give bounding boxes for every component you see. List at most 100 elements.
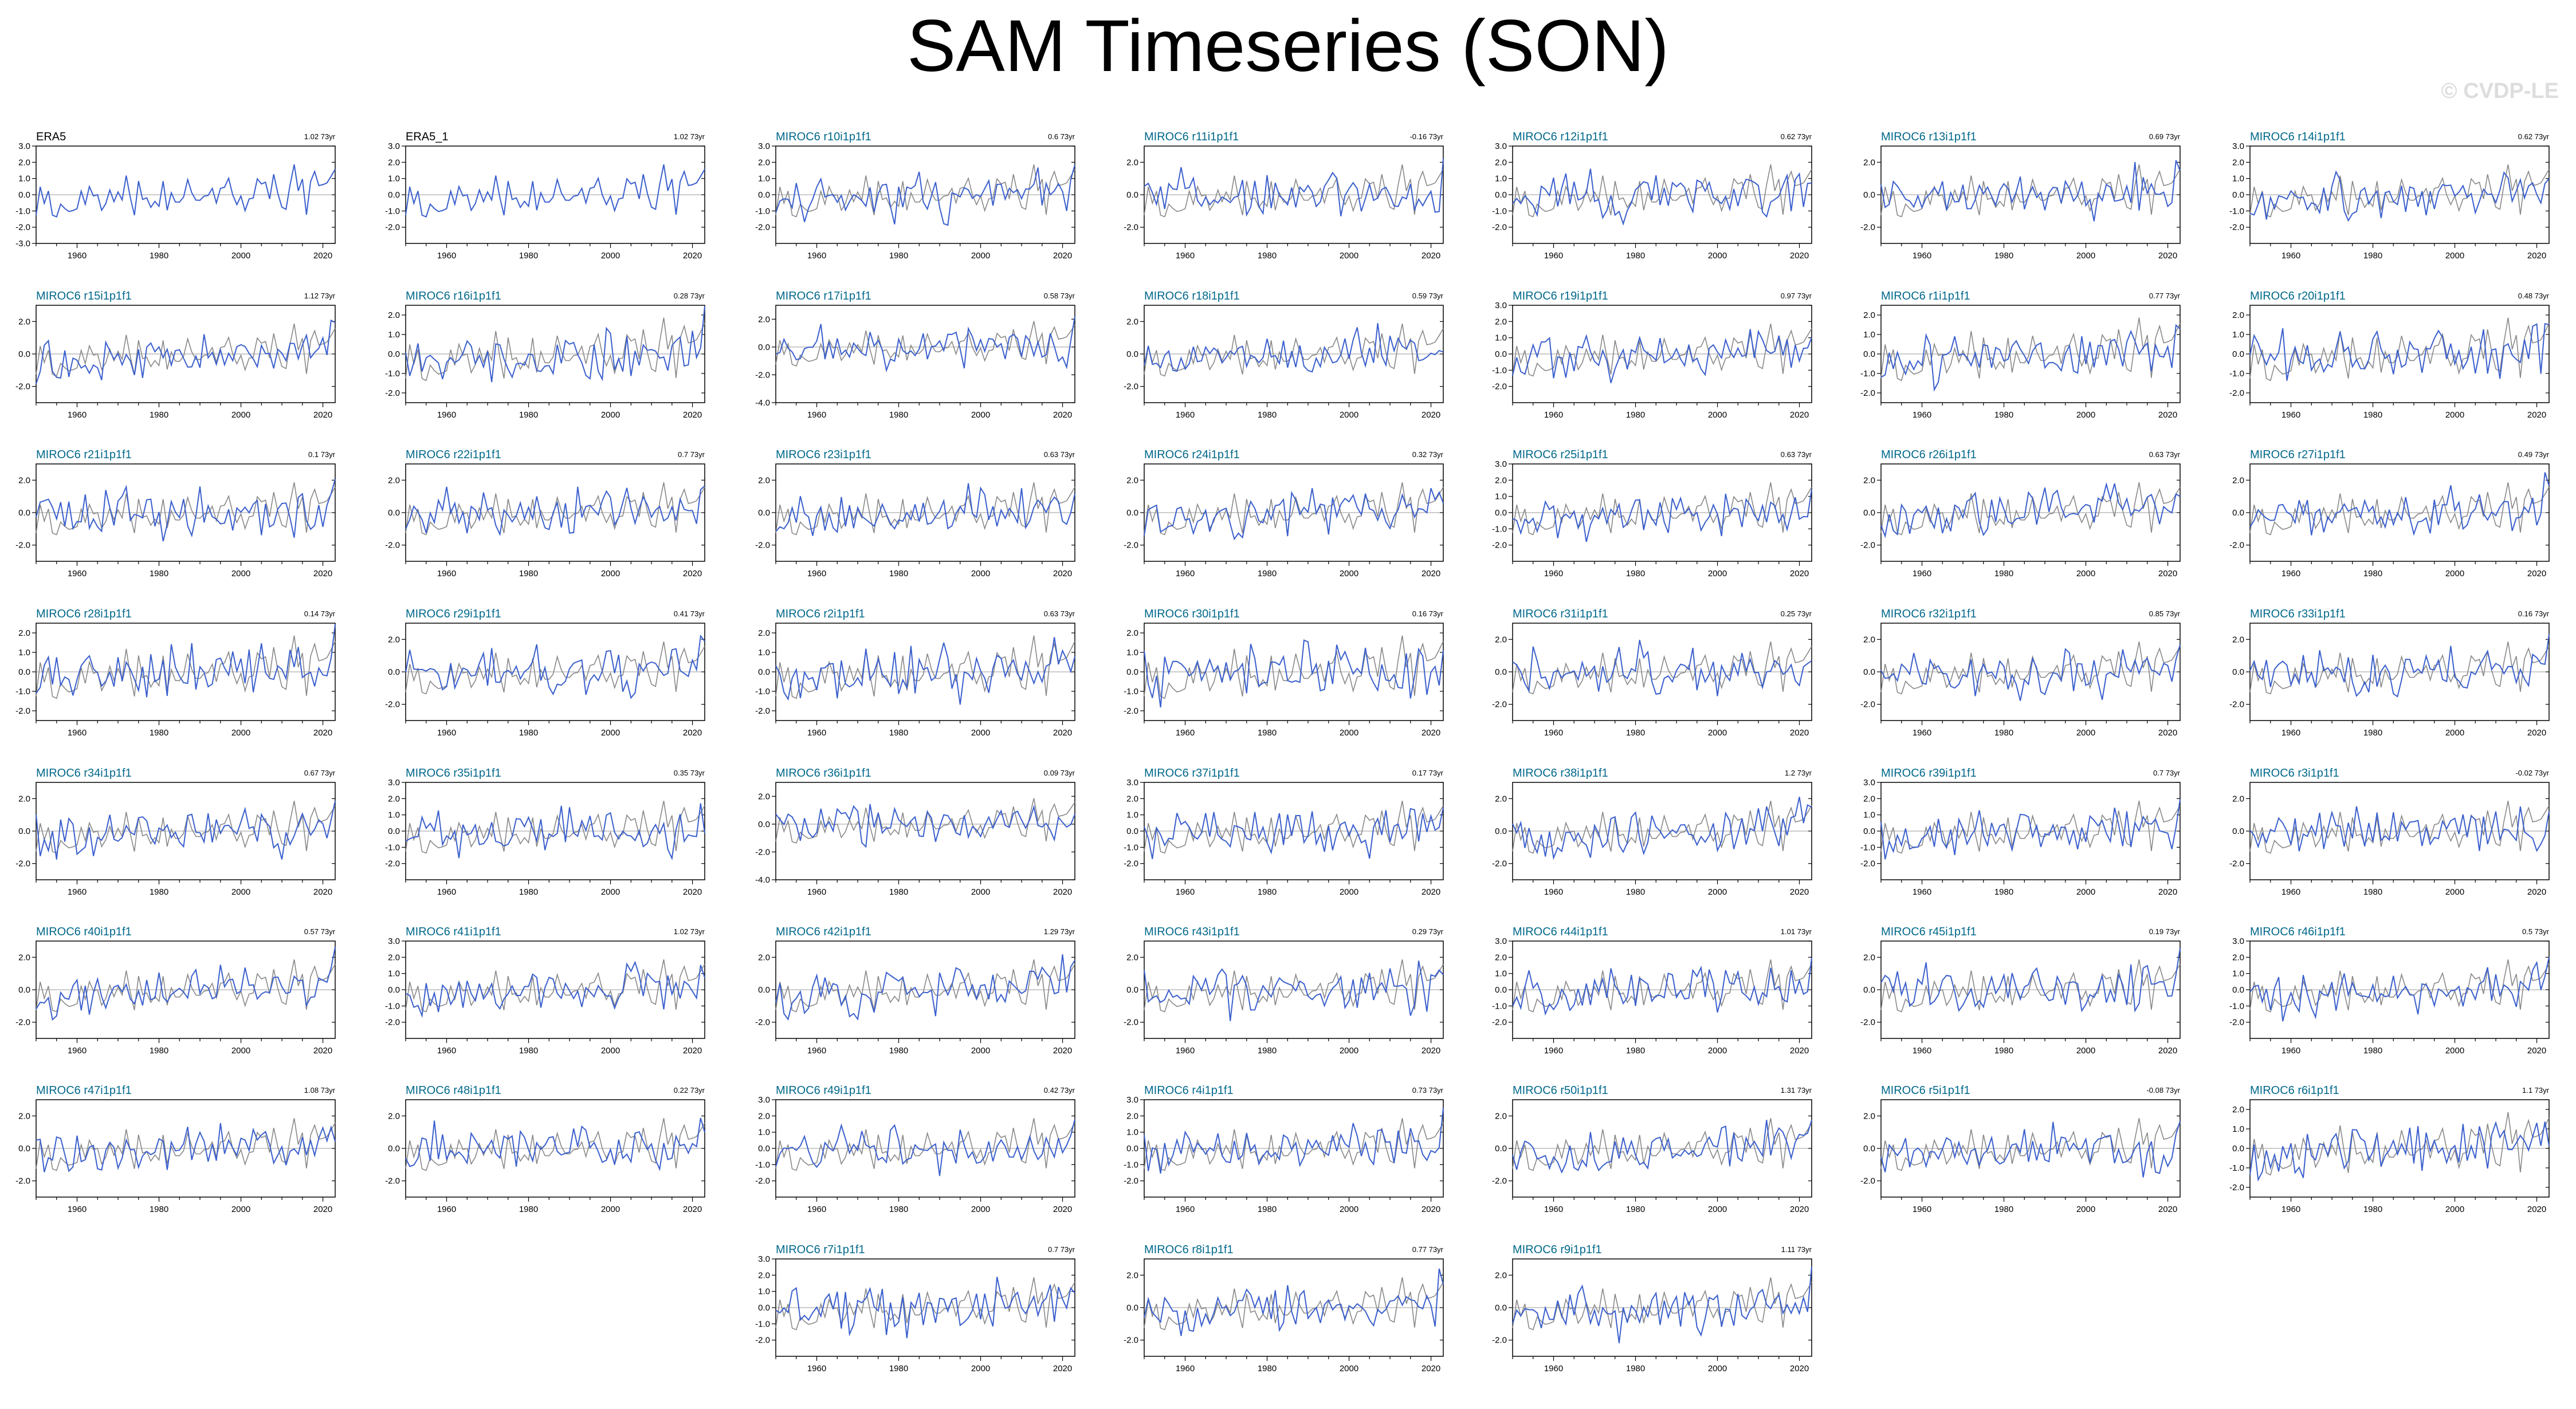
y-tick-label: 2.0 bbox=[1863, 158, 1875, 167]
y-tick-label: 0.0 bbox=[388, 508, 400, 518]
y-tick-label: 0.0 bbox=[1126, 1303, 1138, 1313]
x-tick-label: 1960 bbox=[1913, 887, 1931, 897]
y-tick-label: -2.0 bbox=[2229, 388, 2244, 398]
y-tick-label: -2.0 bbox=[1860, 223, 1875, 233]
y-tick-label: 0.0 bbox=[1495, 190, 1507, 200]
x-tick-label: 1960 bbox=[807, 410, 826, 420]
model-series-line bbox=[775, 483, 1075, 536]
y-tick-label: 1.0 bbox=[1126, 648, 1138, 658]
x-tick-label: 2020 bbox=[683, 728, 702, 738]
x-tick-label: 2000 bbox=[971, 569, 990, 578]
y-tick-label: 1.0 bbox=[758, 174, 770, 184]
y-tick-label: -1.0 bbox=[1492, 365, 1507, 375]
x-tick-label: 1980 bbox=[889, 1205, 908, 1214]
panel-trend: 0.73 73yr bbox=[1412, 1086, 1444, 1095]
y-tick-label: -2.0 bbox=[1492, 1336, 1507, 1345]
y-tick-label: -4.0 bbox=[755, 398, 770, 408]
panel: MIROC6 r28i1p1f1 0.14 73yr -2.0 -1.0 0.0 1.0 2… bbox=[15, 608, 336, 738]
y-tick-label: 2.0 bbox=[1863, 310, 1875, 320]
x-tick-label: 2020 bbox=[313, 251, 332, 261]
y-tick-label: -1.0 bbox=[1124, 687, 1138, 696]
obs-series-line bbox=[36, 324, 336, 377]
x-tick-label: 1980 bbox=[1994, 1046, 2013, 1056]
obs-series-line bbox=[2249, 482, 2550, 536]
y-tick-label: 3.0 bbox=[1495, 936, 1507, 946]
panel: MIROC6 r40i1p1f1 0.57 73yr -2.0 0.0 2.0 1960 1… bbox=[15, 926, 336, 1056]
y-tick-label: 1.0 bbox=[18, 174, 30, 184]
y-tick-label: 2.0 bbox=[1495, 475, 1507, 485]
x-tick-label: 1960 bbox=[437, 569, 456, 578]
y-tick-label: -1.0 bbox=[1860, 843, 1875, 852]
panel-trend: 0.7 73yr bbox=[1048, 1245, 1075, 1254]
y-tick-label: 2.0 bbox=[1126, 1111, 1138, 1121]
obs-series-line bbox=[775, 1277, 1075, 1331]
y-tick-label: -2.0 bbox=[755, 1336, 770, 1345]
y-tick-label: 1.0 bbox=[1495, 492, 1507, 502]
model-series-line bbox=[1144, 158, 1444, 217]
model-series-line bbox=[1880, 948, 2181, 1013]
y-tick-label: 0.0 bbox=[388, 826, 400, 836]
y-tick-label: 0.0 bbox=[2232, 667, 2244, 677]
x-tick-label: 2020 bbox=[683, 410, 702, 420]
x-tick-label: 1960 bbox=[1544, 887, 1563, 897]
panel-label: MIROC6 r35i1p1f1 bbox=[406, 767, 501, 780]
x-tick-label: 2000 bbox=[1340, 410, 1358, 420]
panel-label: MIROC6 r50i1p1f1 bbox=[1513, 1084, 1608, 1097]
y-tick-label: -1.0 bbox=[755, 1319, 770, 1329]
y-tick-label: -3.0 bbox=[15, 239, 30, 249]
x-tick-label: 2020 bbox=[2158, 1046, 2177, 1056]
x-tick-label: 1960 bbox=[68, 1046, 87, 1056]
y-tick-label: 0.0 bbox=[18, 667, 30, 677]
x-tick-label: 1980 bbox=[519, 251, 538, 261]
x-tick-label: 1960 bbox=[1176, 251, 1195, 261]
model-series-line bbox=[775, 1119, 1075, 1176]
x-tick-label: 1980 bbox=[1626, 728, 1645, 738]
plot-frame bbox=[775, 305, 1075, 403]
panel-trend: 0.32 73yr bbox=[1412, 450, 1444, 459]
x-tick-label: 2000 bbox=[231, 887, 250, 897]
panel-label: MIROC6 r18i1p1f1 bbox=[1144, 290, 1240, 302]
panel-label: MIROC6 r23i1p1f1 bbox=[776, 448, 871, 461]
x-tick-label: 1980 bbox=[1626, 569, 1645, 578]
x-tick-label: 1980 bbox=[1994, 728, 2013, 738]
y-tick-label: 2.0 bbox=[758, 158, 770, 167]
x-tick-label: 2020 bbox=[2527, 728, 2546, 738]
x-tick-label: 2000 bbox=[2445, 728, 2464, 738]
panel: MIROC6 r39i1p1f1 0.7 73yr -2.0 -1.0 0.0 1.0 2.… bbox=[1860, 767, 2181, 897]
x-tick-label: 1980 bbox=[2363, 410, 2382, 420]
x-tick-label: 2020 bbox=[1053, 569, 1072, 578]
x-tick-label: 2020 bbox=[2158, 1205, 2177, 1214]
x-tick-label: 2020 bbox=[1053, 1046, 1072, 1056]
panel-label: MIROC6 r26i1p1f1 bbox=[1881, 448, 1977, 461]
x-tick-label: 1960 bbox=[1176, 1046, 1195, 1056]
panel: MIROC6 r35i1p1f1 0.35 73yr -2.0 -1.0 0.0 1.0 2… bbox=[385, 767, 705, 897]
y-tick-label: 1.0 bbox=[388, 174, 400, 184]
obs-series-line bbox=[775, 1118, 1075, 1171]
x-tick-label: 1980 bbox=[1626, 410, 1645, 420]
x-tick-label: 1960 bbox=[2282, 728, 2300, 738]
x-tick-label: 2000 bbox=[601, 251, 620, 261]
plot-frame bbox=[775, 782, 1075, 880]
x-tick-label: 2000 bbox=[2445, 887, 2464, 897]
model-series-line bbox=[36, 1123, 336, 1172]
y-tick-label: -1.0 bbox=[2229, 1163, 2244, 1173]
page-title: SAM Timeseries (SON) bbox=[907, 5, 1669, 87]
y-tick-label: -1.0 bbox=[385, 206, 400, 216]
obs-series-line bbox=[1512, 959, 1812, 1013]
y-tick-label: 2.0 bbox=[388, 1111, 400, 1121]
y-tick-label: -4.0 bbox=[755, 875, 770, 885]
panel-trend: 0.22 73yr bbox=[674, 1086, 705, 1095]
x-tick-label: 1980 bbox=[150, 887, 168, 897]
x-tick-label: 2020 bbox=[1053, 728, 1072, 738]
x-tick-label: 1960 bbox=[437, 728, 456, 738]
x-tick-label: 1980 bbox=[1994, 410, 2013, 420]
panel-trend: 0.63 73yr bbox=[1781, 450, 1812, 459]
x-tick-label: 1980 bbox=[2363, 1205, 2382, 1214]
x-tick-label: 2000 bbox=[1708, 1205, 1727, 1214]
x-tick-label: 1980 bbox=[1258, 728, 1277, 738]
y-tick-label: 3.0 bbox=[1126, 778, 1138, 788]
y-tick-label: 2.0 bbox=[1495, 158, 1507, 167]
panel-label: ERA5 bbox=[36, 131, 66, 143]
y-tick-label: -2.0 bbox=[755, 541, 770, 550]
x-tick-label: 1960 bbox=[1544, 1205, 1563, 1214]
